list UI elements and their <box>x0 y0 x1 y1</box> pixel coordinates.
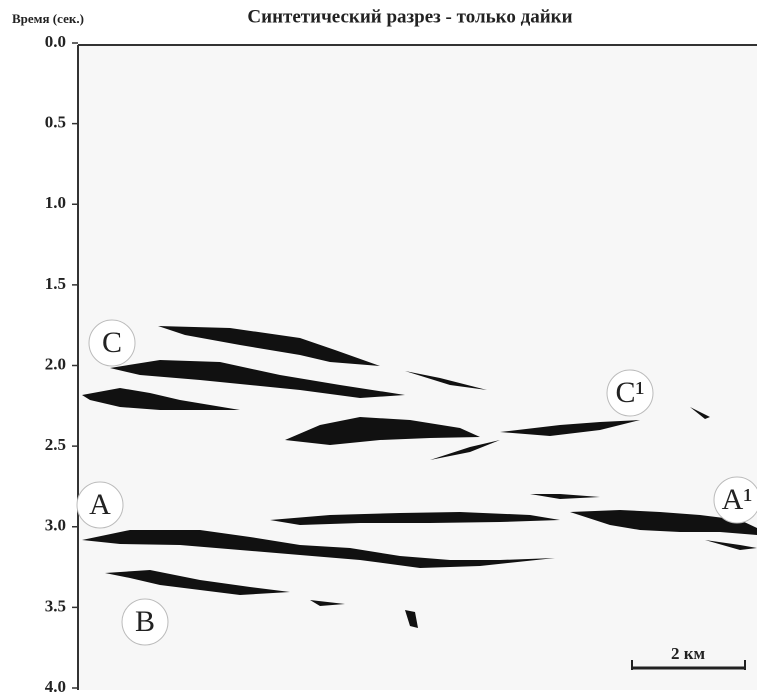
y-tick-label: 0.0 <box>45 32 66 51</box>
y-tick-label: 0.5 <box>45 113 66 132</box>
section-label: B <box>135 605 155 638</box>
section-label: C <box>102 326 122 359</box>
section-label: C¹ <box>615 376 644 409</box>
label-circle <box>713 476 757 524</box>
y-tick-label: 2.0 <box>45 354 66 373</box>
section-label: A <box>89 488 111 521</box>
label-circle <box>606 369 654 417</box>
section-label: A¹ <box>722 483 753 516</box>
dykes <box>82 326 757 628</box>
label-circle <box>121 598 169 646</box>
y-tick-label: 3.0 <box>45 516 66 535</box>
y-axis-label: Время (сек.) <box>12 11 84 26</box>
label-circle <box>76 481 124 529</box>
y-tick-label: 1.5 <box>45 274 66 293</box>
y-tick-label: 3.5 <box>45 596 66 615</box>
chart-title: Синтетический разрез - только дайки <box>247 6 572 27</box>
y-tick-label: 4.0 <box>45 677 66 696</box>
y-tick-label: 1.0 <box>45 193 66 212</box>
y-tick-label: 2.5 <box>45 435 66 454</box>
scale-bar-label: 2 км <box>671 644 706 663</box>
label-circle <box>88 319 136 367</box>
